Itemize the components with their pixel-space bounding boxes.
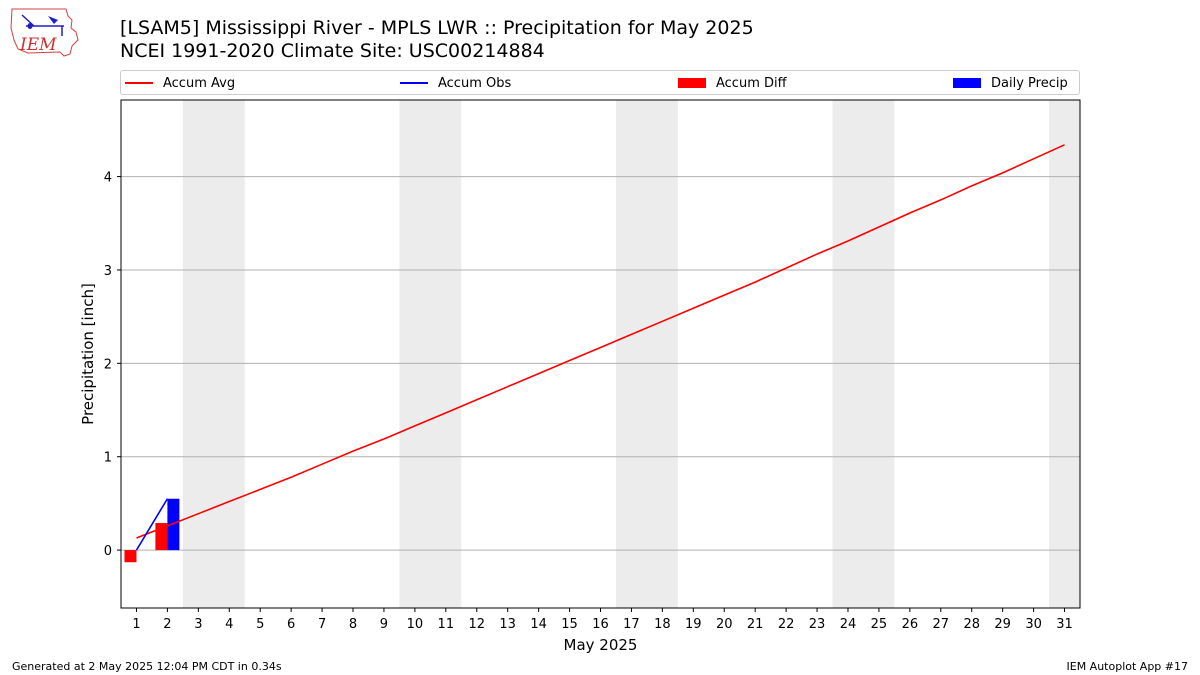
- x-tick-label-11: 11: [438, 617, 455, 632]
- footer-generated-text: Generated at 2 May 2025 12:04 PM CDT in …: [12, 660, 282, 673]
- weekend-band-0: [182, 100, 245, 608]
- legend-swatch-daily-precip: [953, 78, 981, 88]
- iem-logo: IEM: [8, 6, 80, 58]
- x-tick-label-23: 23: [809, 617, 826, 632]
- x-tick-label-21: 21: [747, 617, 764, 632]
- y-axis-label: Precipitation [inch]: [79, 283, 97, 425]
- x-tick-label-5: 5: [256, 617, 264, 632]
- x-tick-label-18: 18: [654, 617, 671, 632]
- x-tick-label-1: 1: [132, 617, 140, 632]
- x-tick-label-26: 26: [902, 617, 919, 632]
- y-tick-label-3: 3: [104, 264, 112, 279]
- x-axis-label: May 2025: [564, 636, 638, 654]
- x-tick-label-3: 3: [194, 617, 202, 632]
- weekend-band-2: [615, 100, 678, 608]
- legend-label-accum-avg: Accum Avg: [163, 75, 236, 91]
- iem-logo-graphic: IEM: [10, 8, 79, 57]
- x-tick-label-13: 13: [499, 617, 516, 632]
- x-tick-label-2: 2: [163, 617, 171, 632]
- x-tick-label-31: 31: [1056, 617, 1073, 632]
- chart-legend: Accum Avg Accum Obs Accum Diff Daily Pre…: [120, 70, 1080, 95]
- legend-label-daily-precip: Daily Precip: [991, 75, 1068, 91]
- x-tick-label-17: 17: [623, 617, 640, 632]
- accum-diff-bar-1: [124, 550, 137, 563]
- legend-item-accum-diff: Accum Diff: [678, 74, 787, 92]
- weekend-band-4: [1049, 100, 1080, 608]
- x-tick-label-9: 9: [380, 617, 388, 632]
- x-tick-label-7: 7: [318, 617, 326, 632]
- iem-logo-text: IEM: [19, 35, 57, 55]
- x-tick-label-25: 25: [871, 617, 888, 632]
- x-tick-label-19: 19: [685, 617, 702, 632]
- y-tick-label-1: 1: [104, 451, 112, 466]
- x-tick-label-27: 27: [933, 617, 950, 632]
- x-tick-label-20: 20: [716, 617, 733, 632]
- x-tick-label-10: 10: [407, 617, 424, 632]
- x-tick-label-22: 22: [778, 617, 795, 632]
- chart-title: [LSAM5] Mississippi River - MPLS LWR :: …: [120, 17, 754, 39]
- y-tick-label-0: 0: [104, 544, 112, 559]
- legend-item-accum-obs: Accum Obs: [400, 74, 511, 92]
- x-tick-label-8: 8: [349, 617, 357, 632]
- legend-label-accum-diff: Accum Diff: [716, 75, 787, 91]
- y-tick-label-2: 2: [104, 357, 112, 372]
- legend-swatch-accum-avg: [125, 82, 153, 84]
- x-tick-label-4: 4: [225, 617, 233, 632]
- x-tick-label-12: 12: [468, 617, 485, 632]
- x-tick-label-16: 16: [592, 617, 609, 632]
- legend-swatch-accum-obs: [400, 82, 428, 84]
- weekend-band-1: [399, 100, 462, 608]
- y-tick-label-4: 4: [104, 171, 112, 186]
- chart-subtitle: NCEI 1991-2020 Climate Site: USC00214884: [120, 40, 545, 62]
- x-tick-label-30: 30: [1025, 617, 1042, 632]
- x-tick-label-6: 6: [287, 617, 295, 632]
- legend-swatch-accum-diff: [678, 78, 706, 88]
- legend-label-accum-obs: Accum Obs: [438, 75, 512, 91]
- accum-avg-line: [136, 144, 1065, 539]
- footer-app-id: IEM Autoplot App #17: [1066, 660, 1189, 673]
- x-tick-label-15: 15: [561, 617, 578, 632]
- x-tick-label-14: 14: [530, 617, 547, 632]
- x-tick-label-24: 24: [840, 617, 857, 632]
- legend-item-accum-avg: Accum Avg: [125, 74, 235, 92]
- accum-obs-line: [135, 498, 169, 551]
- x-tick-label-29: 29: [994, 617, 1011, 632]
- x-tick-label-28: 28: [963, 617, 980, 632]
- daily-precip-bar-2: [167, 498, 180, 551]
- legend-item-daily-precip: Daily Precip: [953, 74, 1068, 92]
- weekend-band-3: [832, 100, 895, 608]
